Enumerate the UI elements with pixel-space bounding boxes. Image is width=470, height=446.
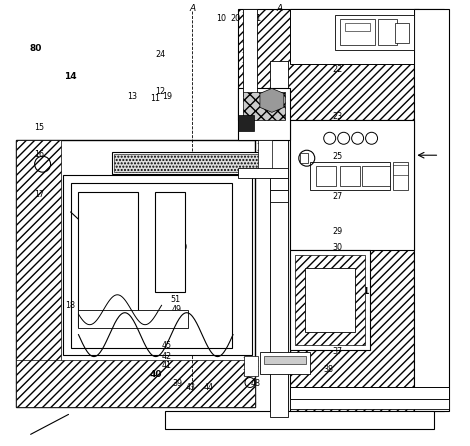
Text: 13: 13 — [127, 92, 137, 101]
Polygon shape — [16, 140, 61, 408]
Bar — [16, 140, 255, 408]
Text: 29: 29 — [332, 227, 342, 236]
Text: 21: 21 — [251, 14, 261, 23]
Bar — [395, 23, 409, 42]
Bar — [392, 165, 408, 175]
Text: 52: 52 — [170, 284, 180, 293]
Bar — [300, 153, 308, 163]
Text: A: A — [189, 4, 195, 13]
Bar — [290, 8, 415, 65]
Text: 45: 45 — [162, 341, 172, 350]
Text: 12: 12 — [155, 87, 165, 96]
Bar — [345, 23, 369, 31]
Bar — [270, 178, 288, 190]
Text: 50: 50 — [178, 243, 188, 252]
Polygon shape — [295, 255, 365, 345]
Text: 48: 48 — [250, 380, 260, 388]
Text: 20: 20 — [230, 14, 240, 23]
Bar — [340, 19, 375, 45]
Bar — [415, 8, 449, 411]
Bar — [243, 8, 257, 96]
Bar — [238, 168, 288, 178]
Text: 80: 80 — [30, 44, 42, 53]
Bar — [361, 166, 390, 186]
Bar — [340, 166, 360, 186]
Text: 23: 23 — [332, 112, 342, 121]
Bar — [78, 310, 188, 328]
Text: 34: 34 — [332, 305, 342, 314]
Text: 47: 47 — [167, 315, 177, 324]
Bar — [377, 19, 398, 45]
Bar — [70, 183, 232, 347]
Text: 35: 35 — [332, 321, 342, 330]
Bar — [290, 388, 449, 400]
Text: 14: 14 — [64, 72, 77, 81]
Text: 81: 81 — [358, 287, 370, 297]
Text: 22: 22 — [332, 65, 342, 74]
Text: 36: 36 — [332, 333, 342, 342]
Text: 16: 16 — [34, 149, 44, 159]
Bar — [264, 355, 306, 363]
Text: 15: 15 — [34, 123, 44, 132]
Bar — [290, 120, 415, 250]
Bar — [243, 92, 285, 120]
Bar — [316, 166, 336, 186]
Text: 11: 11 — [150, 94, 160, 103]
Bar — [260, 351, 310, 374]
Text: 43: 43 — [186, 383, 196, 392]
Bar — [290, 250, 369, 350]
Bar — [165, 411, 434, 429]
Bar — [392, 162, 408, 190]
Text: 37: 37 — [332, 347, 342, 355]
Text: 19: 19 — [163, 92, 172, 101]
Bar — [244, 355, 258, 376]
Bar — [270, 190, 288, 202]
Bar — [415, 8, 444, 411]
Bar — [238, 88, 290, 140]
Bar — [310, 162, 390, 190]
Bar — [78, 192, 138, 326]
Bar — [114, 154, 278, 172]
Text: 44: 44 — [204, 383, 213, 392]
Text: 42: 42 — [162, 352, 172, 361]
Text: 25: 25 — [332, 152, 342, 161]
Text: 41: 41 — [162, 361, 172, 370]
Text: 24: 24 — [155, 50, 165, 58]
Bar — [258, 140, 272, 170]
Bar — [112, 152, 280, 174]
Polygon shape — [305, 268, 355, 332]
Polygon shape — [290, 8, 419, 411]
Text: 49: 49 — [172, 305, 181, 314]
Text: 51: 51 — [170, 295, 180, 304]
Bar — [155, 192, 185, 292]
Bar — [335, 15, 415, 50]
Bar — [63, 175, 252, 355]
Polygon shape — [16, 359, 255, 408]
Text: 38: 38 — [324, 365, 334, 374]
Text: 31: 31 — [332, 259, 342, 268]
Bar — [270, 61, 288, 417]
Text: 27: 27 — [332, 192, 342, 201]
Text: 39: 39 — [172, 380, 182, 388]
Text: 18: 18 — [65, 301, 75, 310]
Polygon shape — [260, 88, 284, 112]
Bar — [238, 116, 254, 131]
Text: 26: 26 — [332, 172, 342, 181]
Text: 40: 40 — [149, 370, 162, 379]
Text: 17: 17 — [34, 190, 44, 198]
Polygon shape — [238, 8, 415, 120]
Text: A: A — [277, 4, 283, 13]
Text: 46: 46 — [296, 333, 306, 342]
Text: 30: 30 — [332, 243, 342, 252]
Bar — [290, 400, 449, 409]
Text: 33: 33 — [332, 289, 342, 299]
Text: 32: 32 — [332, 274, 342, 283]
Text: 10: 10 — [216, 14, 226, 23]
